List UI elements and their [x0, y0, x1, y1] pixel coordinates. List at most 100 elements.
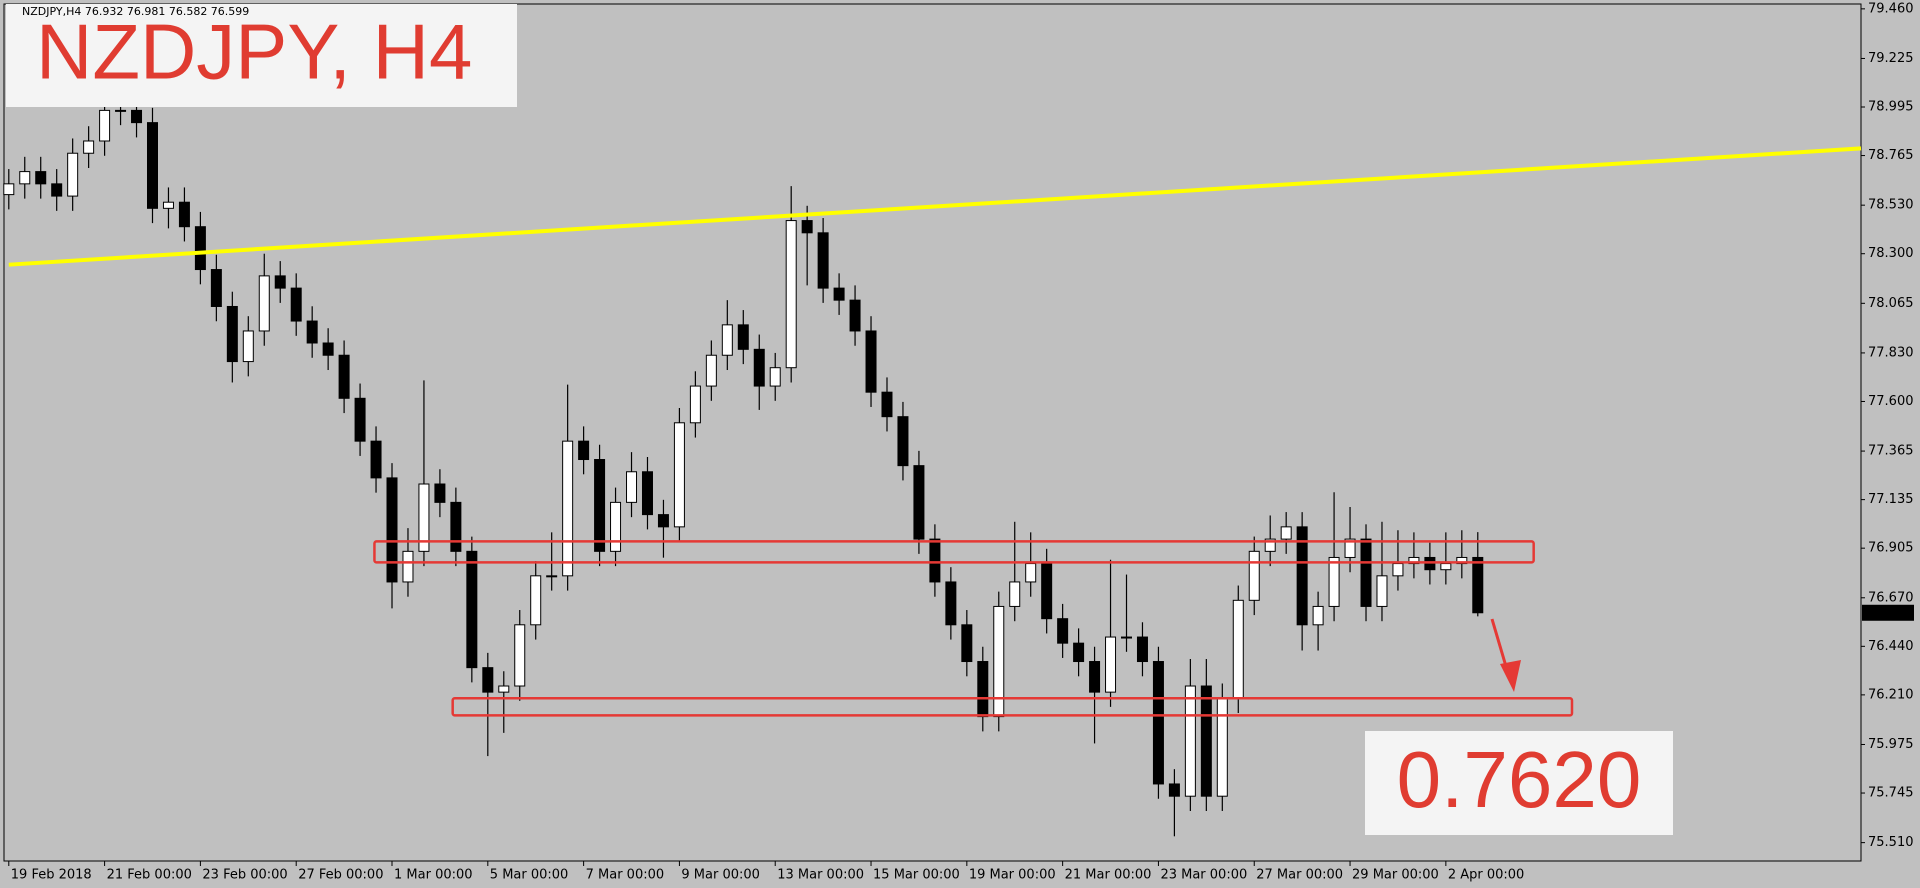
candle-body: [785, 220, 797, 369]
annotation-box: [1365, 731, 1673, 835]
candle-body: [753, 348, 765, 387]
candle-body: [1456, 556, 1468, 565]
y-tick-label: 75.745: [1868, 786, 1914, 801]
x-tick-label: 27 Mar 00:00: [1256, 868, 1343, 883]
candle-body: [1360, 538, 1372, 607]
candle-body: [1152, 661, 1164, 785]
title-box: [6, 4, 517, 107]
candle-body: [737, 324, 749, 350]
candle-body: [258, 275, 270, 332]
candle-body: [1168, 783, 1180, 797]
candle-body: [594, 459, 606, 552]
candle-body: [1344, 538, 1356, 558]
candle-body: [530, 575, 542, 626]
candle-body: [290, 287, 302, 322]
candle-body: [961, 624, 973, 663]
candle-body: [801, 220, 813, 234]
x-tick-label: 2 Apr 00:00: [1448, 868, 1525, 883]
candle-body: [1424, 556, 1436, 571]
candle-body: [3, 183, 15, 196]
candle-body: [51, 183, 63, 197]
candle-body: [370, 440, 382, 479]
candle-body: [1440, 563, 1452, 571]
candle-body: [610, 501, 622, 552]
candle-body: [146, 122, 158, 209]
chart-title: NZDJPY, H4: [36, 8, 472, 96]
candle-body: [1248, 550, 1260, 601]
candle-body: [498, 685, 510, 693]
candle-body: [35, 171, 47, 185]
candle-body: [1232, 599, 1244, 699]
candle-body: [945, 581, 957, 626]
x-tick-label: 15 Mar 00:00: [873, 868, 960, 883]
candle-body: [1025, 563, 1037, 583]
candle-body: [1392, 563, 1404, 577]
candle-body: [913, 465, 925, 540]
candle-body: [849, 299, 861, 332]
candle-body: [657, 514, 669, 528]
candle-body: [322, 342, 334, 356]
candle-body: [19, 171, 31, 185]
candle-body: [1057, 618, 1069, 644]
candle-body: [546, 575, 558, 578]
candle-body: [689, 385, 701, 424]
x-tick-label: 1 Mar 00:00: [394, 868, 473, 883]
candle-body: [1136, 636, 1148, 663]
candle-body: [67, 152, 79, 197]
candle-body: [210, 269, 222, 307]
y-tick-label: 76.210: [1868, 687, 1914, 702]
x-tick-label: 7 Mar 00:00: [586, 868, 665, 883]
candle-body: [929, 538, 941, 583]
last-price-label: 76.599: [1868, 605, 1914, 620]
candle-body: [578, 440, 590, 461]
y-tick-label: 77.830: [1868, 345, 1914, 360]
x-tick-label: 29 Mar 00:00: [1352, 868, 1439, 883]
candle-body: [769, 367, 781, 387]
x-tick-label: 13 Mar 00:00: [777, 868, 864, 883]
candle-body: [306, 320, 318, 344]
candle-body: [466, 550, 478, 669]
x-tick-label: 27 Feb 00:00: [298, 868, 383, 883]
y-tick-label: 76.905: [1868, 541, 1914, 556]
candle-body: [99, 109, 111, 142]
candle-body: [402, 550, 414, 583]
x-tick-label: 21 Feb 00:00: [107, 868, 192, 883]
candle-body: [833, 287, 845, 301]
y-tick-label: 76.440: [1868, 639, 1914, 654]
y-tick-label: 79.460: [1868, 1, 1914, 16]
candle-body: [865, 330, 877, 393]
y-tick-label: 78.300: [1868, 246, 1914, 261]
candle-body: [194, 226, 206, 271]
candle-body: [673, 422, 685, 528]
symbol-header: NZDJPY,H4 76.932 76.981 76.582 76.599: [22, 5, 249, 18]
y-tick-label: 78.530: [1868, 198, 1914, 213]
x-tick-label: 21 Mar 00:00: [1065, 868, 1152, 883]
arrow: [1490, 618, 1521, 692]
candle-body: [1009, 581, 1021, 607]
candle-body: [1296, 526, 1308, 626]
candle-body: [1216, 697, 1228, 797]
candle-body: [514, 624, 526, 687]
x-tick-label: 9 Mar 00:00: [681, 868, 760, 883]
x-tick-label: 5 Mar 00:00: [490, 868, 569, 883]
last-price-tag: [1862, 604, 1914, 621]
candle-body: [178, 201, 190, 228]
candle-body: [1041, 563, 1053, 620]
candle-body: [881, 391, 893, 418]
candle-body: [626, 471, 638, 503]
candle-body: [977, 661, 989, 718]
y-tick-label: 75.975: [1868, 737, 1914, 752]
candle-body: [482, 667, 494, 693]
candle-body: [721, 324, 733, 356]
y-tick-label: 77.600: [1868, 394, 1914, 409]
candle-body: [1105, 636, 1117, 693]
x-tick-label: 19 Mar 00:00: [969, 868, 1056, 883]
y-tick-label: 78.765: [1868, 148, 1914, 163]
candle-body: [450, 501, 462, 552]
support-zone: [373, 540, 1535, 564]
x-tick-label: 19 Feb 2018: [11, 868, 92, 883]
y-tick-label: 77.135: [1868, 492, 1914, 507]
candle-body: [993, 605, 1005, 718]
